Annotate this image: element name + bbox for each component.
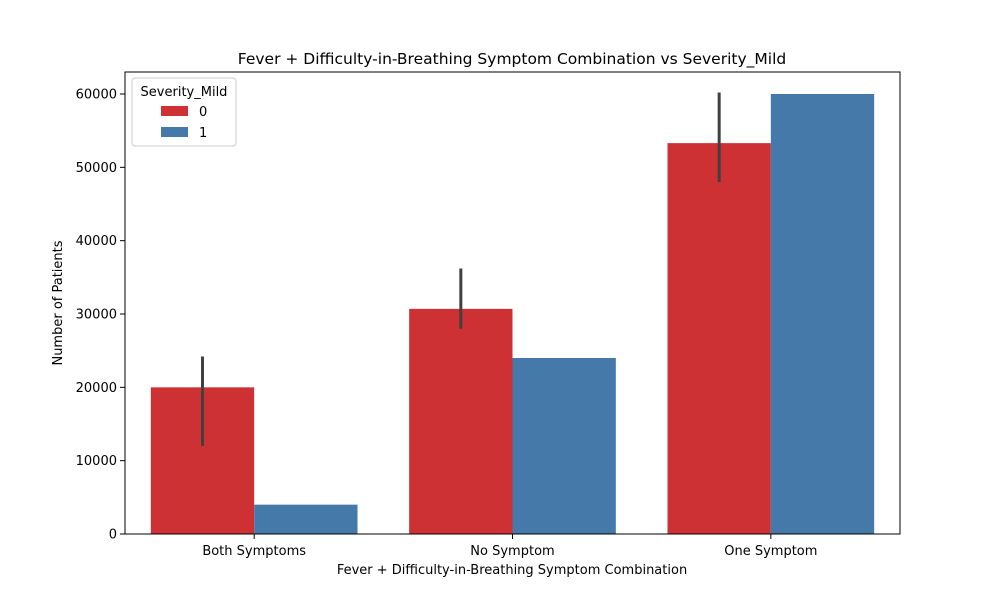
y-axis-label: Number of Patients xyxy=(51,240,66,365)
x-tick-label: Both Symptoms xyxy=(202,544,306,559)
y-tick-label: 60000 xyxy=(76,88,117,103)
x-axis-label: Fever + Difficulty-in-Breathing Symptom … xyxy=(337,563,687,578)
y-tick-label: 40000 xyxy=(76,234,117,249)
legend-title: Severity_Mild xyxy=(141,85,228,100)
bar-1-1 xyxy=(254,504,358,534)
x-tick-label: No Symptom xyxy=(470,544,554,559)
bar-0-2 xyxy=(409,308,513,534)
bar-0-3 xyxy=(667,143,771,534)
y-tick-label: 50000 xyxy=(76,161,117,176)
legend-swatch-0 xyxy=(161,106,188,116)
y-tick-label: 10000 xyxy=(76,454,117,469)
legend-label-0: 0 xyxy=(199,105,207,120)
legend: Severity_Mild 0 1 xyxy=(131,77,237,147)
legend-label-1: 1 xyxy=(199,126,207,141)
bar-1-2 xyxy=(512,358,616,534)
y-tick-label: 30000 xyxy=(76,308,117,323)
bar-1-3 xyxy=(770,94,875,534)
x-tick-label: One Symptom xyxy=(724,544,817,559)
y-tick-label: 20000 xyxy=(76,381,117,396)
chart-title: Fever + Difficulty-in-Breathing Symptom … xyxy=(238,50,786,69)
y-tick-label: 0 xyxy=(109,528,117,543)
legend-swatch-1 xyxy=(161,127,188,137)
plot-area: 0 10000 20000 30000 40000 50000 60000 Both Symp… xyxy=(76,71,901,559)
